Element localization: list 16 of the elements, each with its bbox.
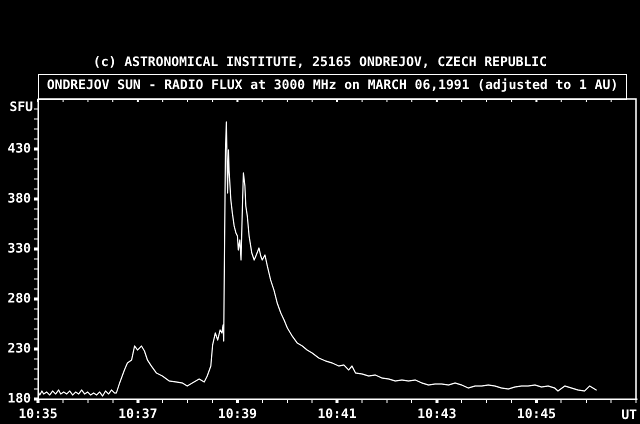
- x-tick-label: 10:35: [18, 407, 58, 422]
- y-tick-label: 430: [8, 141, 32, 156]
- x-tick-label: 10:45: [516, 407, 556, 422]
- y-tick-label: 330: [8, 241, 32, 256]
- x-tick-label: 10:41: [317, 407, 357, 422]
- chart-title: ONDREJOV SUN - RADIO FLUX at 3000 MHz on MARCH 06,1991 (adjusted to 1 AU): [46, 78, 618, 93]
- x-tick-label: 10:37: [118, 407, 158, 422]
- x-axis-title: UT: [621, 408, 637, 423]
- x-tick-label: 10:39: [218, 407, 258, 422]
- text: (c) ASTRONOMICAL INSTITUTE, 25165 ONDREJOV, CZECH REPUBLIC: [93, 55, 547, 70]
- y-tick-label: 180: [8, 391, 32, 406]
- x-tick-label: 10:43: [417, 407, 456, 422]
- y-tick-label: 230: [8, 341, 32, 356]
- y-axis-title: SFU: [10, 100, 33, 115]
- y-tick-label: 280: [8, 291, 32, 306]
- y-tick-label: 380: [8, 191, 32, 206]
